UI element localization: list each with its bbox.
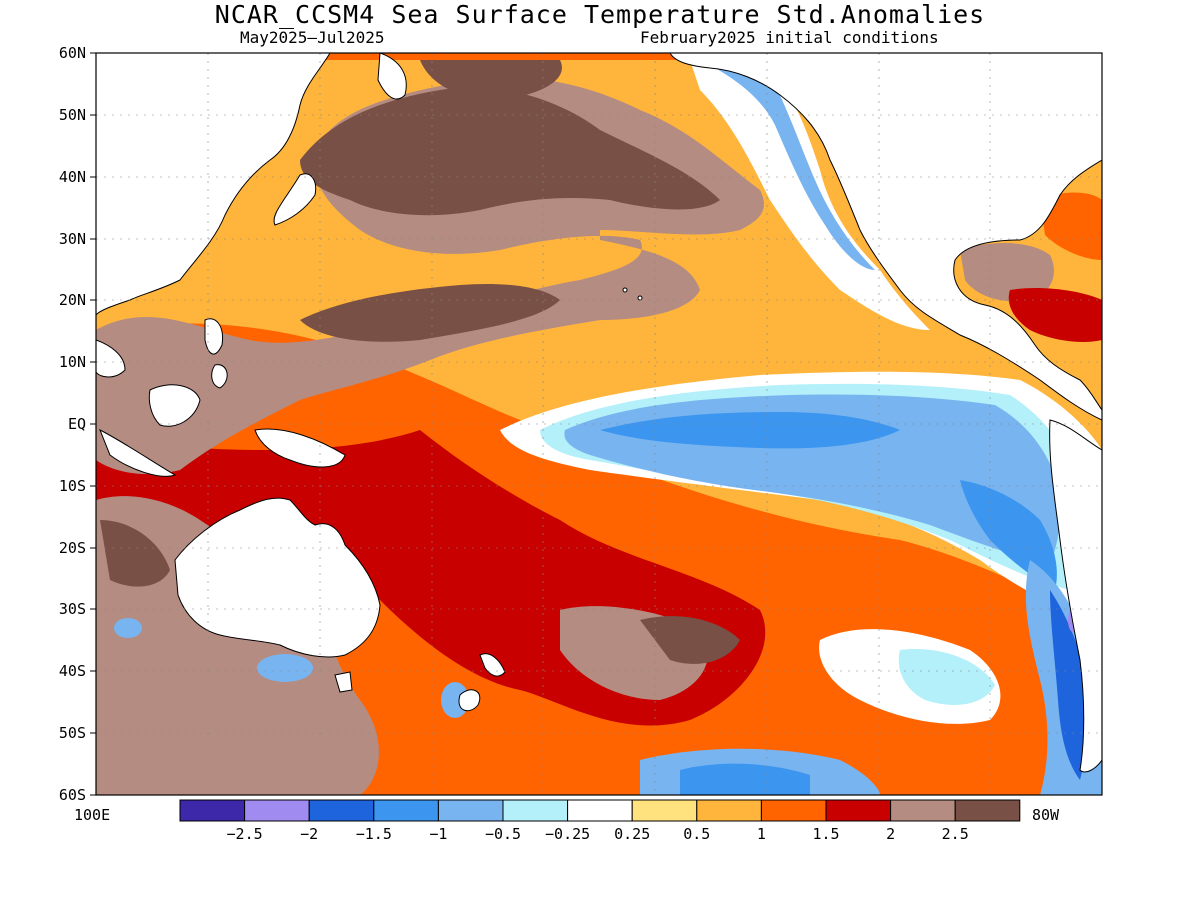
colorbar-tick-label: −0.25 [545, 825, 590, 843]
colorbar-swatch [825, 799, 892, 822]
new-zealand-landmass [458, 653, 506, 712]
tasmania-landmass [334, 671, 353, 693]
colorbar-swatch [696, 799, 762, 822]
lat-label-60n: 60N [59, 44, 86, 62]
colorbar-tick-label: 2.5 [942, 825, 969, 843]
south-america-landmass [1049, 419, 1102, 773]
anomaly-region-red-caribbean [1008, 288, 1102, 342]
continents [96, 53, 1102, 773]
anomaly-region-mid-blue-south [680, 763, 810, 795]
colorbar-tick-label: 1.5 [812, 825, 839, 843]
lat-label-50n: 50N [59, 106, 86, 124]
colorbar-swatch [502, 799, 569, 822]
colorbar-tick-label: −2.5 [227, 825, 263, 843]
forecast-period-subtitle: May2025–Jul2025 [240, 28, 385, 47]
anomaly-region-cyan-se [898, 649, 995, 705]
borneo-landmass [148, 384, 201, 427]
colorbar-swatch [567, 799, 633, 822]
anomaly-region-blue-spot-west [114, 618, 142, 638]
anomaly-region-mid-blue-equatorial [600, 412, 900, 449]
anomaly-region-deep-brown-sw-small [100, 520, 170, 587]
lat-label-40s: 40S [59, 662, 86, 680]
colorbar-tick-label: 0.25 [614, 825, 650, 843]
lat-label-20s: 20S [59, 539, 86, 557]
anomaly-region-deep-brown-nw [300, 87, 720, 216]
anomaly-region-blue-spot-gab [257, 654, 313, 682]
colorbar-swatch [373, 799, 439, 822]
philippines-landmass [204, 318, 228, 389]
lat-label-20n: 20N [59, 291, 86, 309]
hawaii-island [622, 287, 628, 293]
lon-label-right: 80W [1032, 806, 1060, 824]
hawaii-island [637, 295, 643, 301]
lat-label-60s: 60S [59, 786, 86, 804]
lat-label-10n: 10N [59, 353, 86, 371]
colorbar-swatch [954, 799, 1021, 822]
colorbar-swatch [437, 799, 504, 822]
new-guinea-landmass [254, 428, 346, 468]
kamchatka-landmass [377, 53, 407, 100]
colorbar-tick-label: 1 [757, 825, 766, 843]
colorbar-tick-label: −2 [300, 825, 318, 843]
colorbar-tick-label: −1 [429, 825, 447, 843]
lat-label-30n: 30N [59, 230, 86, 248]
colorbar: −2.5 −2 −1.5 −1 −0.5 −0.25 0.25 0.5 1 1.5 2 2.5 [179, 799, 1021, 843]
colorbar-tick-label: 2 [886, 825, 895, 843]
colorbar-swatch [308, 799, 375, 822]
sumatra-java-landmass [99, 428, 177, 477]
malay-peninsula-landmass [96, 339, 126, 378]
colorbar-tick-label: −1.5 [356, 825, 392, 843]
colorbar-swatch [760, 799, 827, 822]
lat-label-10s: 10S [59, 477, 86, 495]
lat-label-eq: EQ [68, 415, 86, 433]
lon-label-left: 100E [74, 806, 110, 824]
anomaly-region-brown-gulf [960, 243, 1054, 302]
colorbar-tick-label: −0.5 [485, 825, 521, 843]
north-america-landmass [669, 53, 1102, 421]
lat-label-40n: 40N [59, 168, 86, 186]
colorbar-swatch [631, 799, 698, 822]
map-title: NCAR_CCSM4 Sea Surface Temperature Std.A… [214, 0, 986, 29]
colorbar-swatch [890, 799, 956, 822]
anomaly-region-deep-brown-subtropics [300, 283, 560, 342]
japan-landmass [273, 173, 317, 226]
anomaly-region-deep-brown-south-central [640, 616, 740, 664]
initial-conditions-subtitle: February2025 initial conditions [640, 28, 939, 47]
lat-label-50s: 50S [59, 724, 86, 742]
colorbar-swatch [179, 799, 246, 822]
anomaly-region-blue-ne-coast [700, 59, 875, 270]
anomaly-region-orange-atlantic [1040, 192, 1102, 260]
latitude-axis: 60N 50N 40N 30N 20N 10N EQ 10S 20S 30S 4… [59, 44, 96, 804]
australia-landmass [174, 497, 381, 658]
lat-label-30s: 30S [59, 600, 86, 618]
colorbar-tick-label: 0.5 [683, 825, 710, 843]
anomaly-region-deep-brown-bering [420, 60, 562, 100]
colorbar-swatch [244, 799, 310, 822]
anomaly-region-blue-se-core [1050, 590, 1090, 780]
